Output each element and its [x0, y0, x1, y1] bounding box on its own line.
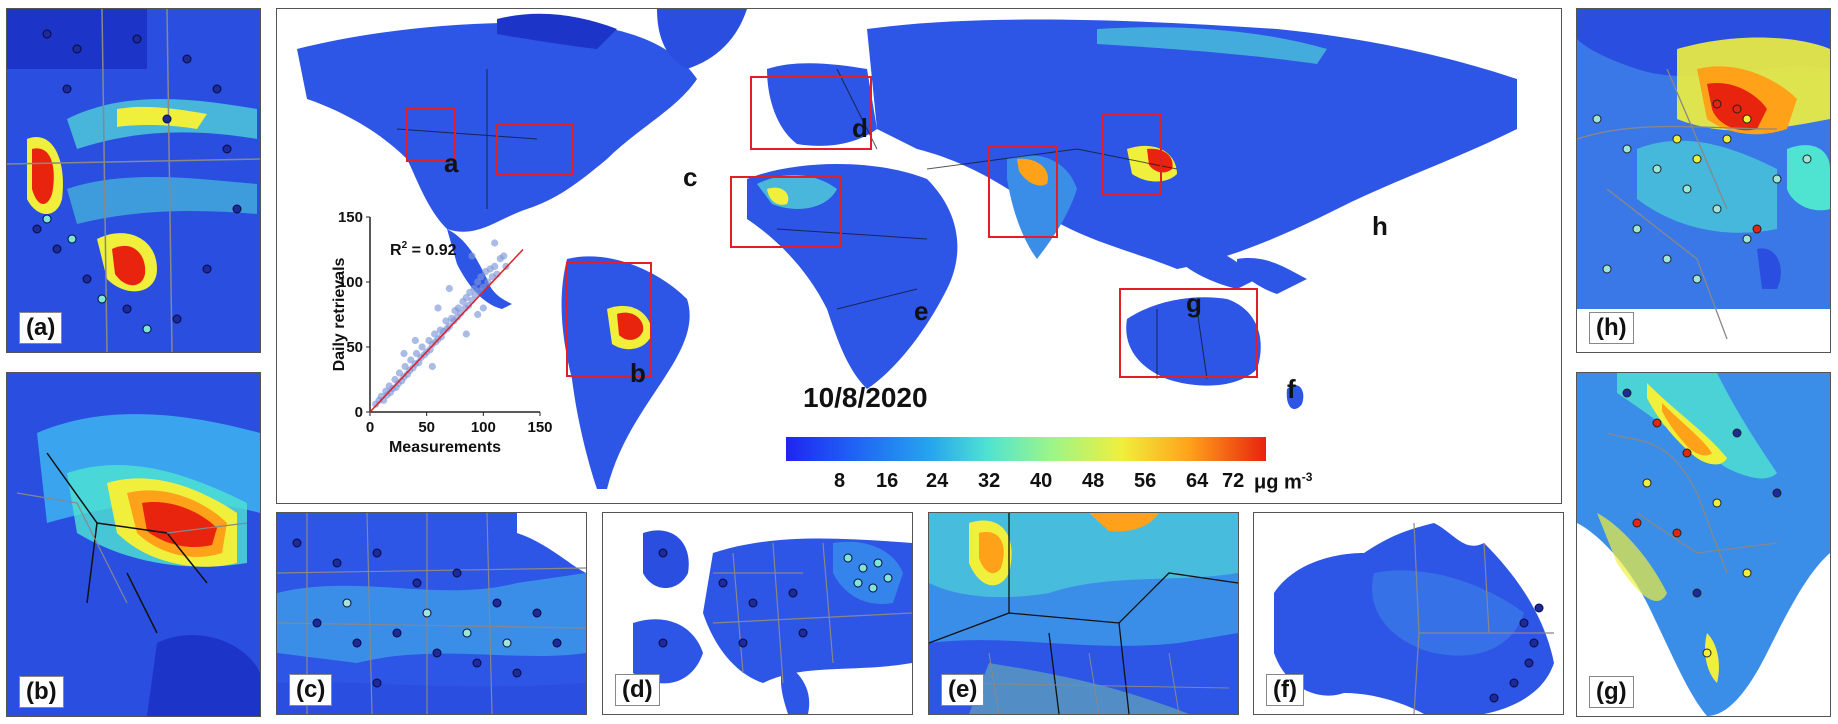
scatter-point: [431, 330, 439, 338]
scatter-point: [445, 284, 453, 293]
region-label-b: b: [630, 358, 646, 388]
x-tick-label: 0: [366, 419, 374, 436]
colorbar-tick: 32: [978, 470, 1001, 492]
region-box-f: [1119, 288, 1258, 378]
y-tick-label: 150: [338, 209, 363, 226]
panel-c-eastern-us: (c): [276, 512, 587, 715]
x-axis-label: Measurements: [389, 439, 501, 455]
y-tick-label: 100: [338, 274, 363, 291]
region-box-e: [730, 176, 842, 248]
region-label-c: c: [683, 162, 698, 192]
scatter-point: [484, 278, 492, 286]
panel-a-western-us: (a): [6, 8, 261, 353]
panel-b-label: (b): [19, 676, 64, 708]
scatter-point: [491, 239, 499, 247]
scatter-point: [462, 330, 470, 338]
region-box-a: [406, 108, 456, 162]
scatter-point: [442, 317, 450, 325]
scatter-inset: 0 50 100 150 0 50 100 150 R2 = 0.92 Measurements D…: [330, 205, 570, 455]
region-label-f: f: [1287, 374, 1296, 404]
colorbar: [786, 437, 1266, 461]
scatter-point: [474, 278, 482, 286]
region-box-h: [1102, 114, 1162, 196]
scatter-point: [465, 301, 473, 309]
panel-h-map: [1577, 9, 1830, 352]
colorbar-unit-exp: -3: [1301, 470, 1313, 484]
panel-f-australia: (f): [1253, 512, 1564, 715]
colorbar-tick: 64: [1186, 470, 1209, 492]
colorbar-tick: 16: [876, 470, 899, 492]
x-tick-label: 50: [418, 419, 435, 436]
scatter-point: [470, 284, 478, 293]
region-label-d: d: [852, 113, 868, 143]
scatter-point: [434, 304, 442, 312]
r-squared-annotation: R2 = 0.92: [390, 240, 457, 259]
panel-b-south-america: (b): [6, 372, 261, 717]
scatter-plot: 0 50 100 150 0 50 100 150 R2 = 0.92 Measurements D…: [331, 209, 553, 455]
panel-f-label: (f): [1266, 674, 1304, 706]
colorbar-tick: 24: [926, 470, 949, 492]
x-tick-label: 100: [471, 419, 496, 436]
panel-f-map: [1254, 513, 1563, 714]
region-box-b: [566, 262, 652, 377]
scatter-point: [418, 343, 426, 351]
panel-h-label: (h): [1589, 312, 1634, 344]
panel-e-map: [929, 513, 1238, 714]
scatter-point: [411, 336, 419, 345]
fit-line: [369, 248, 524, 413]
date-label: 10/8/2020: [803, 382, 928, 413]
panel-a-map: [7, 9, 260, 352]
colorbar-tick: 8: [834, 470, 846, 492]
colorbar-tick: 48: [1082, 470, 1105, 492]
x-tick-label: 150: [527, 419, 552, 436]
scatter-point: [468, 252, 476, 260]
scatter-point: [474, 310, 482, 319]
colorbar-tick: 72: [1222, 470, 1245, 492]
colorbar-tick: 40: [1030, 470, 1053, 492]
scatter-point: [479, 304, 487, 312]
colorbar-unit-text: μg m: [1254, 471, 1302, 494]
region-label-h: h: [1372, 211, 1388, 241]
panel-g-map: [1577, 373, 1830, 716]
scatter-point: [457, 309, 465, 317]
region-label-g: g: [1186, 288, 1202, 318]
y-axis-label: Daily retrievals: [331, 257, 348, 371]
panel-e-west-africa: (e): [928, 512, 1239, 715]
colorbar-unit: μg m-3: [1254, 470, 1312, 495]
region-label-a: a: [444, 148, 459, 178]
scatter-point: [445, 322, 453, 330]
panel-g-label: (g): [1589, 676, 1634, 708]
y-tick-label: 0: [355, 404, 363, 421]
panel-g-india: (g): [1576, 372, 1831, 717]
panel-a-label: (a): [19, 312, 63, 344]
scatter-point: [400, 349, 408, 358]
scatter-point: [462, 294, 470, 302]
region-box-g: [988, 146, 1058, 238]
panel-d-label: (d): [615, 674, 660, 706]
panel-c-label: (c): [289, 674, 333, 706]
panel-b-map: [7, 373, 260, 716]
colorbar-tick: 56: [1134, 470, 1157, 492]
world-map: [277, 9, 1561, 503]
scatter-point: [491, 262, 499, 270]
panel-h-east-asia: (h): [1576, 8, 1831, 353]
scatter-point: [477, 273, 485, 281]
region-label-e: e: [914, 296, 929, 326]
panel-d-europe: (d): [602, 512, 913, 715]
region-box-d: [750, 76, 872, 150]
scatter-point: [500, 252, 508, 260]
y-tick-label: 50: [346, 339, 363, 356]
scatter-point: [428, 362, 436, 371]
region-box-c: [496, 123, 573, 175]
panel-e-label: (e): [941, 674, 985, 706]
world-map-panel: [276, 8, 1562, 504]
